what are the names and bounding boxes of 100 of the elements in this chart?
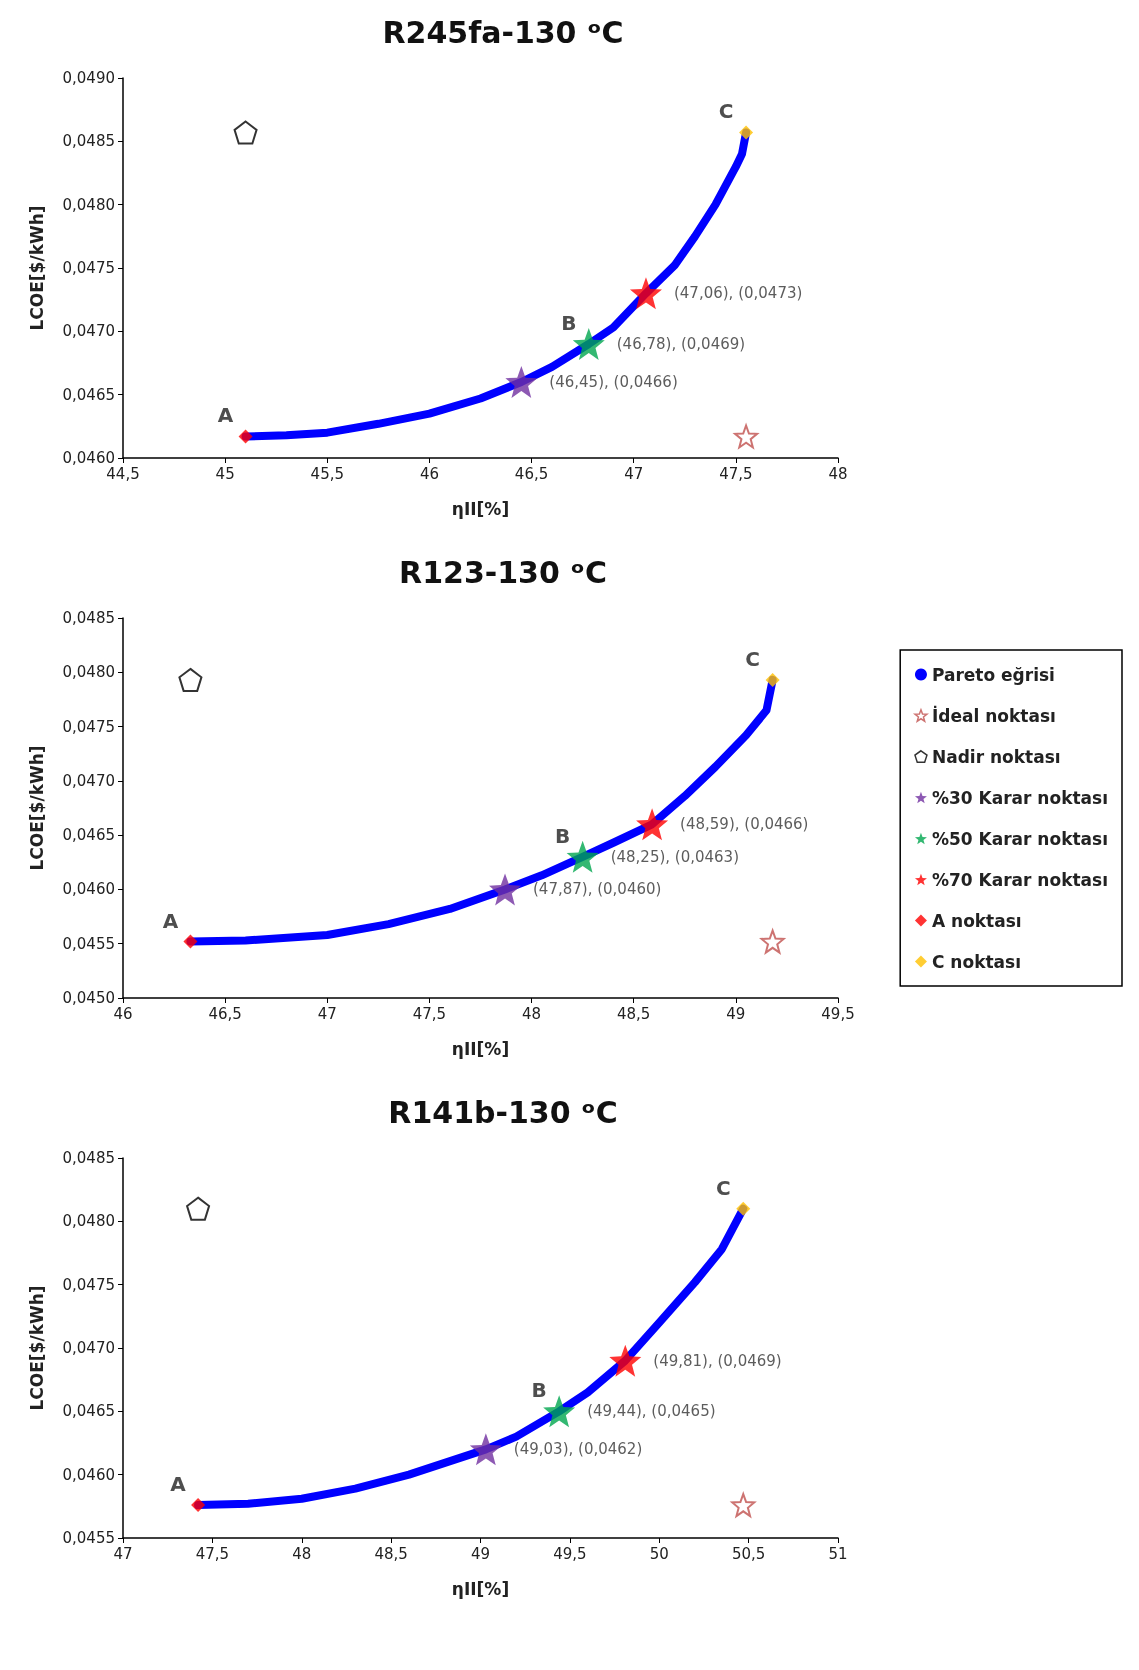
y-tick-label: 0,0465 <box>62 826 115 845</box>
x-tick-label: 48,5 <box>374 1544 408 1563</box>
point <box>629 277 662 310</box>
x-tick-label: 47,5 <box>195 1544 230 1563</box>
legend-label: Pareto eğrisi <box>931 664 1055 685</box>
y-tick-label: 0,0490 <box>62 69 115 87</box>
point <box>739 125 754 140</box>
legend-label: Nadir noktası <box>931 746 1061 767</box>
chart-title: R245fa-130 ᵒC <box>382 14 624 50</box>
legend-label: %70 Karar noktası <box>931 869 1108 890</box>
point <box>636 808 669 841</box>
data-label: (47,87), (0,0460) <box>533 880 662 899</box>
x-tick-label: 44,5 <box>106 464 140 483</box>
data-label: (49,81), (0,0469) <box>653 1351 782 1370</box>
data-label: (48,25), (0,0463) <box>610 847 740 866</box>
y-tick-label: 0,0470 <box>62 322 115 341</box>
point <box>191 1498 206 1513</box>
y-axis-title: LCOE[$/kWh] <box>26 745 47 871</box>
point <box>505 366 538 398</box>
y-tick-label: 0,0485 <box>62 609 115 627</box>
point <box>736 1201 751 1216</box>
y-tick-label: 0,0465 <box>62 385 115 404</box>
annotation: B <box>555 823 571 848</box>
legend-label: %30 Karar noktası <box>931 787 1108 808</box>
x-tick-label: 51 <box>828 1544 848 1563</box>
x-tick-label: 48 <box>522 1004 542 1023</box>
x-tick-label: 47,5 <box>412 1004 447 1023</box>
x-tick-label: 45 <box>215 464 235 483</box>
data-label: (48,59), (0,0466) <box>680 815 809 834</box>
point <box>489 873 522 906</box>
x-tick-label: 50,5 <box>731 1544 766 1563</box>
point <box>734 424 759 449</box>
point <box>186 1196 211 1221</box>
y-tick-label: 0,0455 <box>62 1529 115 1547</box>
point <box>183 934 198 949</box>
chart-title: R141b-130 ᵒC <box>388 1094 618 1130</box>
x-tick-label: 46 <box>113 1004 133 1023</box>
point <box>759 927 786 955</box>
x-tick-label: 49,5 <box>821 1004 855 1023</box>
legend-label: İdeal noktası <box>931 704 1056 726</box>
x-tick-label: 49 <box>726 1004 746 1023</box>
legend-label: C noktası <box>931 951 1021 972</box>
y-tick-label: 0,0465 <box>62 1402 115 1421</box>
x-tick-label: 50 <box>649 1544 669 1563</box>
y-tick-label: 0,0470 <box>62 771 115 790</box>
point <box>609 1344 642 1377</box>
y-tick-label: 0,0455 <box>62 934 115 953</box>
legend-label: A noktası <box>931 910 1022 931</box>
y-axis-title: LCOE[$/kWh] <box>26 205 47 331</box>
point <box>572 328 605 360</box>
annotation: C <box>745 646 760 671</box>
point <box>543 1395 576 1428</box>
x-axis-title: ηII[%] <box>451 1578 510 1599</box>
y-tick-label: 0,0480 <box>62 663 115 682</box>
data-label: (46,45), (0,0466) <box>549 373 678 391</box>
data-label: (49,44), (0,0465) <box>587 1402 716 1421</box>
y-tick-label: 0,0450 <box>62 989 115 1007</box>
annotation: A <box>217 403 234 428</box>
y-tick-label: 0,0470 <box>62 1339 115 1357</box>
point <box>238 429 253 444</box>
y-axis-title: LCOE[$/kWh] <box>26 1285 47 1411</box>
y-tick-label: 0,0475 <box>62 717 115 736</box>
y-tick-label: 0,0460 <box>62 449 115 467</box>
point <box>765 672 780 687</box>
y-tick-label: 0,0460 <box>62 880 115 899</box>
annotation: B <box>531 1378 547 1403</box>
x-tick-label: 48,5 <box>617 1004 651 1023</box>
x-tick-label: 49 <box>470 1544 491 1563</box>
x-tick-label: 46 <box>419 464 439 483</box>
x-tick-label: 48 <box>828 464 848 483</box>
point <box>731 1493 756 1518</box>
data-label: (46,78), (0,0469) <box>616 335 746 353</box>
point <box>233 120 258 145</box>
x-tick-label: 47 <box>113 1544 133 1563</box>
x-tick-label: 47,5 <box>719 464 753 483</box>
legend-label: %50 Karar noktası <box>931 828 1108 849</box>
y-tick-label: 0,0485 <box>62 132 115 151</box>
annotation: C <box>715 1175 731 1200</box>
x-tick-label: 45,5 <box>310 464 344 483</box>
y-tick-label: 0,0475 <box>62 1275 115 1294</box>
data-label: (49,03), (0,0462) <box>513 1440 643 1459</box>
annotation: B <box>561 311 577 335</box>
point <box>178 667 203 692</box>
y-tick-label: 0,0475 <box>62 259 115 277</box>
x-tick-label: 49,5 <box>553 1544 587 1563</box>
x-tick-label: 47 <box>624 464 644 483</box>
y-tick-label: 0,0485 <box>62 1149 115 1167</box>
x-axis-title: ηII[%] <box>451 1038 510 1059</box>
x-tick-label: 47 <box>317 1004 337 1023</box>
x-tick-label: 48 <box>292 1544 312 1563</box>
y-tick-label: 0,0460 <box>62 1465 115 1484</box>
annotation: C <box>718 99 734 124</box>
x-tick-label: 46,5 <box>208 1004 242 1023</box>
chart-title: R123-130 ᵒC <box>399 554 607 590</box>
x-tick-label: 46,5 <box>514 464 549 483</box>
annotation: A <box>170 1472 187 1497</box>
y-tick-label: 0,0480 <box>62 1212 115 1231</box>
y-tick-label: 0,0480 <box>62 195 115 214</box>
data-label: (47,06), (0,0473) <box>673 284 803 303</box>
annotation: A <box>162 908 179 933</box>
